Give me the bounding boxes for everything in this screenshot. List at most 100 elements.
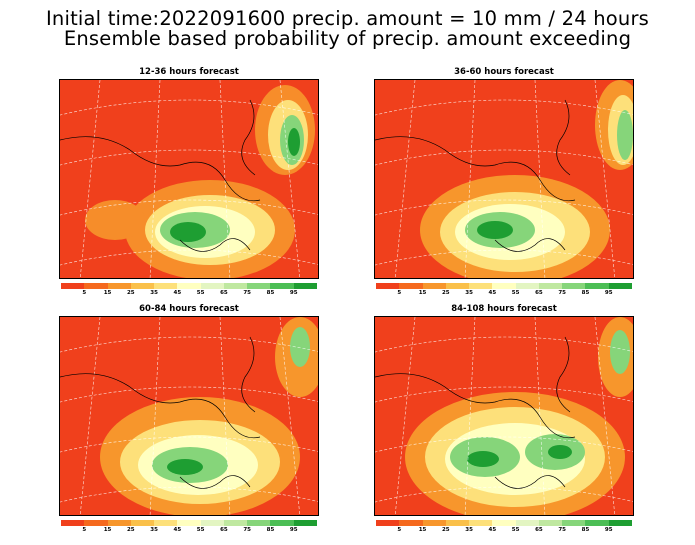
colorbar-tick-label: 95	[604, 527, 613, 533]
colorbar-tick-label: 45	[488, 290, 497, 296]
colorbar-tick-label: 5	[82, 527, 87, 533]
colorbar-swatch	[399, 520, 423, 526]
colorbar-swatch	[130, 283, 155, 289]
colorbar-tick-label: 45	[488, 527, 497, 533]
colorbar-tick-label: 75	[558, 290, 566, 296]
colorbar-swatch	[130, 520, 155, 526]
colorbar-tick-label: 55	[196, 527, 205, 533]
colorbar-swatch	[247, 283, 271, 289]
colorbar-tick-label: 65	[220, 527, 228, 533]
colorbar-swatch	[562, 520, 586, 526]
colorbar-tick-label: 75	[243, 290, 251, 296]
colorbar-swatch	[247, 520, 271, 526]
colorbar-tick-label: 25	[126, 290, 135, 296]
panel-title: 12-36 hours forecast	[139, 67, 239, 77]
colorbar-labels: 5 15 25 35 45 55 65 75 85 95	[61, 290, 317, 299]
colorbar-swatch	[562, 283, 586, 289]
panel-title: 60-84 hours forecast	[139, 304, 239, 314]
colorbar-swatch	[515, 283, 539, 289]
colorbar-tick-label: 95	[289, 290, 298, 296]
colorbar-swatch	[538, 520, 563, 526]
colorbar-tick-label: 35	[465, 290, 473, 296]
colorbar-swatch	[445, 283, 470, 289]
colorbar-tick-label: 35	[465, 527, 473, 533]
colorbar-tick-label: 25	[441, 527, 450, 533]
colorbar-tick-label: 55	[511, 290, 520, 296]
colorbar-tick-label: 65	[535, 290, 543, 296]
colorbar-tick-label: 85	[581, 527, 590, 533]
title-line-1: Initial time:2022091600 precip. amount =…	[45, 7, 650, 30]
colorbar-swatch	[84, 283, 108, 289]
colorbar-swatch	[200, 283, 224, 289]
colorbar	[61, 520, 317, 526]
colorbar-swatch	[538, 283, 563, 289]
colorbar-tick-label: 15	[103, 527, 112, 533]
colorbar-tick-label: 95	[604, 290, 613, 296]
colorbar-swatch	[177, 283, 201, 289]
colorbar-tick-label: 25	[126, 527, 135, 533]
colorbar-tick-label: 85	[266, 290, 275, 296]
colorbar-tick-label: 75	[243, 527, 251, 533]
colorbar-swatch	[422, 283, 446, 289]
colorbar-tick-label: 45	[173, 290, 182, 296]
colorbar-swatch	[492, 283, 516, 289]
colorbar-swatch	[177, 520, 201, 526]
probability-map	[374, 79, 634, 279]
colorbar-swatch	[270, 283, 294, 289]
colorbar-swatch	[107, 283, 131, 289]
colorbar-tick-label: 5	[82, 290, 87, 296]
probability-map	[374, 316, 634, 516]
colorbar-swatch	[422, 520, 446, 526]
panel-title: 36-60 hours forecast	[454, 67, 554, 77]
colorbar-tick-label: 25	[441, 290, 450, 296]
colorbar-labels: 5 15 25 35 45 55 65 75 85 95	[376, 527, 632, 536]
colorbar-tick-label: 5	[397, 527, 402, 533]
colorbar-swatch	[107, 520, 131, 526]
probability-map	[59, 316, 319, 516]
colorbar-tick-label: 45	[173, 527, 182, 533]
colorbar-swatch	[61, 283, 85, 289]
colorbar-swatch	[469, 283, 493, 289]
colorbar-swatch	[270, 520, 294, 526]
colorbar-tick-label: 65	[535, 527, 543, 533]
colorbar-swatch	[608, 283, 632, 289]
colorbar-tick-label: 35	[150, 527, 158, 533]
colorbar-tick-label: 55	[196, 290, 205, 296]
colorbar-tick-label: 65	[220, 290, 228, 296]
colorbar-swatch	[608, 520, 632, 526]
colorbar-swatch	[376, 520, 400, 526]
colorbar-swatch	[445, 520, 470, 526]
colorbar-labels: 5 15 25 35 45 55 65 75 85 95	[376, 290, 632, 299]
colorbar-tick-label: 85	[581, 290, 590, 296]
colorbar-swatch	[293, 520, 317, 526]
colorbar-tick-label: 15	[418, 527, 427, 533]
title-line-2: Ensemble based probability of precip. am…	[63, 27, 632, 50]
colorbar	[376, 520, 632, 526]
colorbar-tick-label: 5	[397, 290, 402, 296]
colorbar-tick-label: 15	[103, 290, 112, 296]
colorbar-swatch	[200, 520, 224, 526]
colorbar	[376, 283, 632, 289]
colorbar-swatch	[223, 283, 248, 289]
colorbar-tick-label: 95	[289, 527, 298, 533]
colorbar-swatch	[61, 520, 85, 526]
probability-map	[59, 79, 319, 279]
colorbar-tick-label: 75	[558, 527, 566, 533]
colorbar-swatch	[376, 283, 400, 289]
colorbar-labels: 5 15 25 35 45 55 65 75 85 95	[61, 527, 317, 536]
panel-title: 84-108 hours forecast	[451, 304, 557, 314]
colorbar-swatch	[84, 520, 108, 526]
colorbar-swatch	[585, 283, 609, 289]
colorbar-swatch	[585, 520, 609, 526]
colorbar-swatch	[223, 520, 248, 526]
colorbar-swatch	[154, 283, 178, 289]
colorbar-swatch	[154, 520, 178, 526]
colorbar-tick-label: 55	[511, 527, 520, 533]
colorbar-tick-label: 35	[150, 290, 158, 296]
colorbar-tick-label: 15	[418, 290, 427, 296]
colorbar-swatch	[293, 283, 317, 289]
colorbar-swatch	[469, 520, 493, 526]
colorbar	[61, 283, 317, 289]
colorbar-swatch	[399, 283, 423, 289]
colorbar-tick-label: 85	[266, 527, 275, 533]
